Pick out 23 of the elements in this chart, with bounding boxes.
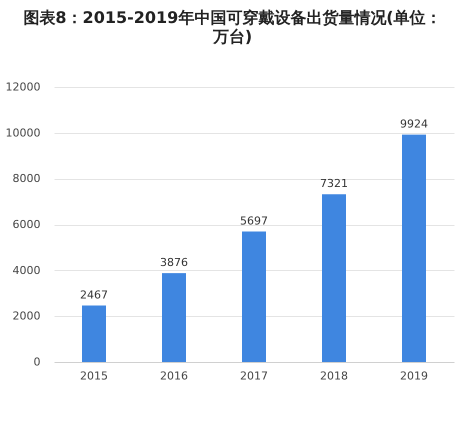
data-label: 2467 bbox=[80, 288, 108, 302]
x-tick-label: 2019 bbox=[400, 370, 428, 382]
y-tick-label: 4000 bbox=[12, 264, 40, 277]
data-label: 5697 bbox=[240, 214, 268, 228]
bar bbox=[162, 273, 186, 362]
y-tick-label: 10000 bbox=[6, 126, 40, 140]
x-tick-label: 2018 bbox=[320, 370, 348, 382]
data-label: 7321 bbox=[320, 177, 348, 190]
chart-title: 图表8：2015-2019年中国可穿戴设备出货量情况(单位：万台) bbox=[22, 8, 443, 46]
data-label: 9924 bbox=[400, 118, 428, 131]
y-tick-label: 2000 bbox=[12, 310, 40, 323]
x-tick-label: 2017 bbox=[240, 370, 268, 382]
bar bbox=[242, 231, 266, 362]
y-tick-label: 12000 bbox=[6, 80, 40, 94]
y-tick-label: 0 bbox=[34, 356, 40, 368]
bar bbox=[82, 305, 106, 362]
bar bbox=[322, 194, 346, 362]
x-tick-label: 2016 bbox=[160, 370, 188, 382]
y-tick-label: 8000 bbox=[12, 172, 40, 186]
y-tick-label: 6000 bbox=[12, 218, 40, 231]
x-tick-label: 2015 bbox=[80, 370, 108, 382]
data-label: 3876 bbox=[160, 256, 188, 270]
bar bbox=[402, 134, 426, 362]
